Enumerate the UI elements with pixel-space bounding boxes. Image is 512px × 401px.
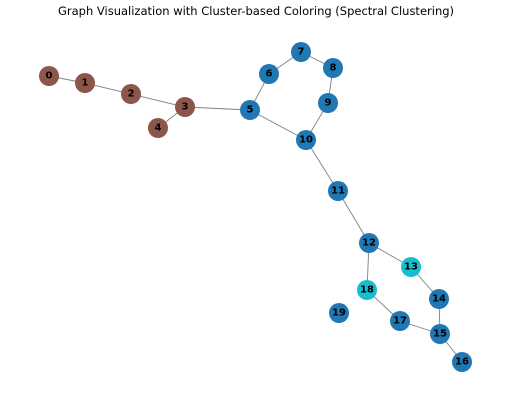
node-0: 0 [39,66,59,86]
node-label-5: 5 [247,105,254,116]
node-9: 9 [318,93,338,113]
node-label-6: 6 [266,69,273,80]
node-label-3: 3 [182,102,189,113]
node-label-18: 18 [360,285,374,296]
node-label-1: 1 [82,78,89,89]
node-circle-15 [430,324,450,344]
node-circle-12 [359,233,379,253]
node-label-4: 4 [155,123,162,134]
node-13: 13 [401,257,421,277]
node-5: 5 [240,100,260,120]
node-circle-8 [323,58,343,78]
node-label-15: 15 [433,329,447,340]
edge-10-11 [305,139,339,192]
edge-3-5 [184,106,251,111]
node-circle-16 [452,352,472,372]
node-label-7: 7 [298,47,305,58]
node-circle-7 [291,42,311,62]
node-circle-13 [401,257,421,277]
node-15: 15 [430,324,450,344]
node-7: 7 [291,42,311,62]
node-label-2: 2 [128,89,135,100]
node-label-11: 11 [331,186,345,197]
node-19: 19 [329,303,349,323]
edge-11-12 [337,190,370,244]
node-3: 3 [175,97,195,117]
node-label-17: 17 [393,316,407,327]
node-label-8: 8 [330,63,337,74]
node-11: 11 [328,181,348,201]
node-label-0: 0 [46,71,53,82]
node-circle-3 [175,97,195,117]
node-8: 8 [323,58,343,78]
node-circle-0 [39,66,59,86]
node-label-19: 19 [332,308,346,319]
node-circle-18 [357,280,377,300]
edge-5-10 [249,109,307,141]
node-circle-2 [121,84,141,104]
node-circle-4 [148,118,168,138]
node-label-14: 14 [432,294,446,305]
figure-title: Graph Visualization with Cluster-based C… [57,4,455,18]
node-label-13: 13 [404,262,418,273]
node-18: 18 [357,280,377,300]
node-label-12: 12 [362,238,376,249]
node-2: 2 [121,84,141,104]
node-label-10: 10 [299,135,313,146]
node-17: 17 [390,311,410,331]
node-label-16: 16 [455,357,469,368]
node-12: 12 [359,233,379,253]
node-16: 16 [452,352,472,372]
node-circle-10 [296,130,316,150]
node-circle-14 [429,289,449,309]
node-14: 14 [429,289,449,309]
node-circle-9 [318,93,338,113]
node-4: 4 [148,118,168,138]
node-circle-19 [329,303,349,323]
node-circle-6 [259,64,279,84]
node-label-9: 9 [325,98,332,109]
node-6: 6 [259,64,279,84]
node-circle-1 [75,73,95,93]
node-1: 1 [75,73,95,93]
node-circle-5 [240,100,260,120]
node-circle-17 [390,311,410,331]
node-circle-11 [328,181,348,201]
node-10: 10 [296,130,316,150]
